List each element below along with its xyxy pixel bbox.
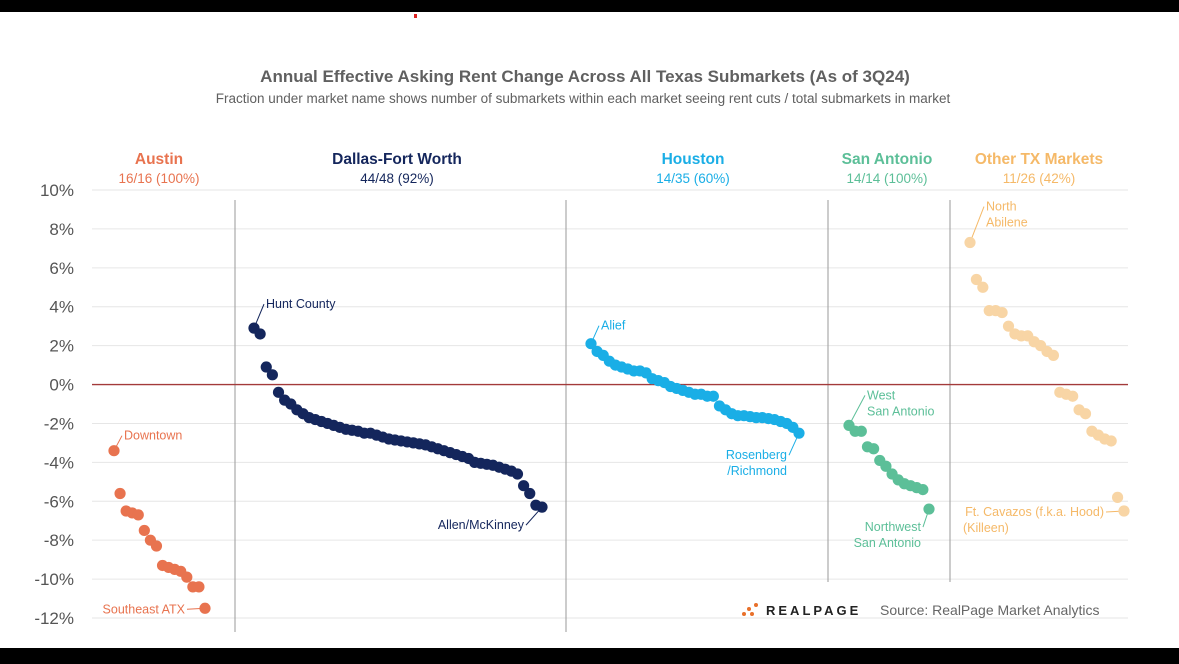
y-tick-label: -12% — [34, 609, 74, 628]
data-point — [536, 501, 548, 513]
data-point — [868, 443, 880, 455]
data-point — [880, 460, 892, 472]
y-tick-label: -4% — [44, 453, 74, 472]
market-headers: Austin 16/16 (100%) Dallas-Fort Worth 44/48… — [118, 151, 1103, 186]
data-point — [181, 571, 193, 583]
data-point — [1111, 491, 1124, 503]
market-fraction: 44/48 (92%) — [360, 171, 434, 186]
annotation-label: Downtown — [124, 429, 182, 443]
annotation-label: Northwest — [865, 520, 922, 534]
data-point — [132, 509, 144, 521]
annotation-label: San Antonio — [854, 536, 921, 550]
y-tick-label: -2% — [44, 414, 74, 433]
chart-title: Annual Effective Asking Rent Change Acro… — [260, 67, 910, 86]
grid-layer — [92, 189, 1128, 619]
data-point — [1118, 505, 1130, 517]
data-point — [524, 487, 536, 500]
data-point — [585, 338, 597, 350]
realpage-logo: REALPAGE — [742, 598, 861, 622]
data-point — [518, 480, 530, 492]
chart-canvas: Annual Effective Asking Rent Change Acro… — [0, 12, 1179, 648]
market-header: Other TX Markets — [975, 151, 1103, 168]
data-point — [1105, 435, 1117, 447]
annotation-leader — [969, 206, 985, 243]
data-point — [1002, 320, 1015, 332]
data-point — [272, 386, 285, 398]
scatter-chart: Annual Effective Asking Rent Change Acro… — [34, 67, 1130, 632]
y-tick-label: -8% — [44, 531, 74, 550]
data-point — [114, 487, 126, 500]
market-fraction: 11/26 (42%) — [1003, 171, 1076, 186]
market-fraction: 16/16 (100%) — [118, 171, 199, 186]
annotation-label: West — [867, 388, 896, 402]
annotation-label: Alief — [601, 319, 626, 333]
y-tick-label: 6% — [49, 259, 74, 278]
market-fraction: 14/35 (60%) — [656, 171, 730, 186]
annotation-label: Southeast ATX — [103, 602, 186, 616]
y-axis: 10% 8% 6% 4% 2% 0% -2% -4% -6% -8% -10% -12% — [34, 181, 74, 628]
market-dividers — [234, 200, 951, 632]
market-fraction: 14/14 (100%) — [846, 171, 927, 186]
data-point — [138, 524, 150, 537]
data-point — [977, 281, 989, 293]
logo-wordmark: REALPAGE — [766, 602, 862, 618]
data-point — [970, 273, 983, 286]
annotation-label: Allen/McKinney — [438, 518, 525, 532]
y-tick-label: 2% — [49, 337, 74, 356]
market-header: Austin — [135, 151, 183, 168]
data-point — [254, 328, 266, 340]
annotation-label: San Antonio — [867, 404, 934, 418]
data-point — [193, 581, 205, 593]
data-point — [707, 390, 719, 402]
data-point — [996, 306, 1008, 319]
data-point — [108, 445, 120, 457]
data-point — [855, 425, 867, 437]
annotation-label: Rosenberg — [726, 448, 787, 462]
data-point — [1047, 349, 1060, 361]
chart-subtitle: Fraction under market name shows number … — [216, 91, 951, 106]
y-tick-label: -6% — [44, 492, 74, 511]
data-point — [199, 602, 211, 614]
annotation-label: North — [986, 200, 1017, 214]
data-point — [923, 503, 935, 515]
data-point — [1067, 390, 1079, 402]
data-point — [793, 427, 805, 439]
y-tick-label: 4% — [49, 298, 74, 317]
y-tick-label: 8% — [49, 220, 74, 239]
annotations: Downtown Southeast ATX Hunt County Allen/Mc… — [103, 200, 1125, 616]
y-tick-label: 10% — [40, 181, 74, 200]
logo-dots-icon — [742, 603, 760, 617]
data-point — [511, 468, 524, 480]
source-note: Source: RealPage Market Analytics — [880, 602, 1100, 618]
market-header: Dallas-Fort Worth — [332, 151, 462, 168]
annotation-label: Abilene — [986, 216, 1028, 230]
stray-mark — [414, 14, 417, 18]
data-point — [150, 540, 163, 552]
annotation-label: (Killeen) — [963, 521, 1009, 535]
data-point — [964, 236, 976, 249]
y-tick-label: 0% — [49, 376, 74, 395]
market-header: San Antonio — [842, 151, 933, 168]
annotation-label: Ft. Cavazos (f.k.a. Hood) — [965, 505, 1104, 519]
y-tick-label: -10% — [34, 570, 74, 589]
annotation-label: /Richmond — [727, 464, 787, 478]
annotation-leader — [848, 395, 866, 426]
annotation-label: Hunt County — [266, 297, 336, 311]
market-header: Houston — [662, 151, 725, 168]
data-point — [1079, 408, 1092, 420]
data-points — [108, 236, 1130, 614]
data-point — [917, 484, 929, 496]
data-point — [260, 361, 272, 373]
data-point — [266, 369, 278, 381]
